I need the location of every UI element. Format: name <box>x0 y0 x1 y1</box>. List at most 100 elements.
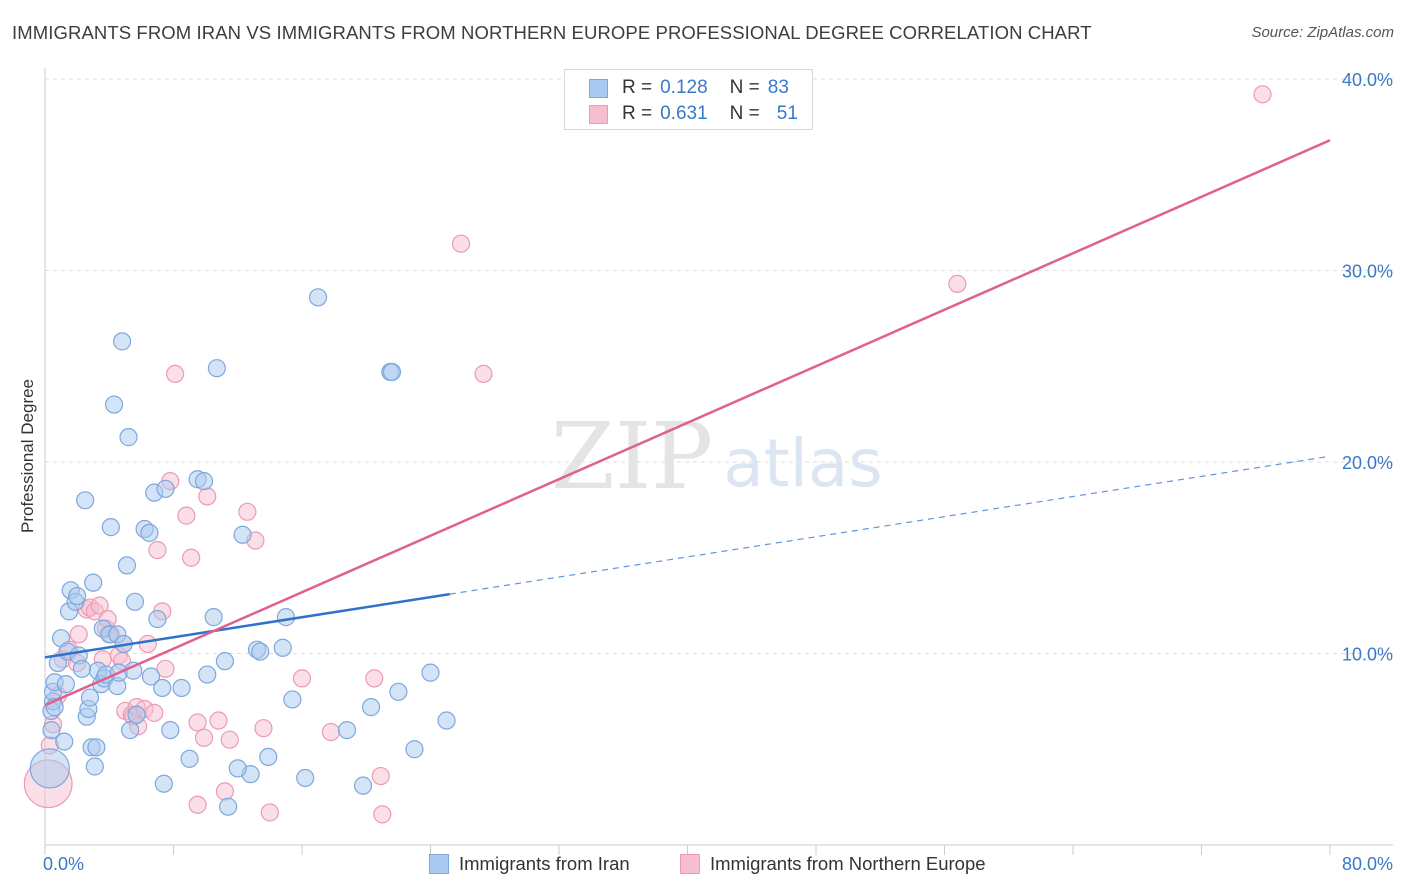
legend-n-label: N = <box>729 77 760 98</box>
point-iran <box>119 428 138 447</box>
point-northern-europe <box>254 719 273 738</box>
trend-line-iran-extrapolated <box>449 455 1331 595</box>
point-northern-europe <box>198 487 217 506</box>
point-northern-europe <box>1253 85 1272 104</box>
point-iran <box>233 525 252 544</box>
legend-swatch-iran <box>589 78 608 98</box>
point-iran <box>85 757 104 776</box>
trend-lines <box>44 139 1331 707</box>
point-iran <box>87 738 106 757</box>
point-iran <box>207 359 226 378</box>
y-tick-label: 30.0% <box>1342 262 1393 282</box>
point-iran <box>361 698 381 717</box>
gridlines <box>45 78 1393 654</box>
point-iran <box>382 362 402 382</box>
point-iran <box>276 608 296 627</box>
point-northern-europe <box>209 711 228 730</box>
legend-n-label: N = <box>729 103 760 124</box>
point-iran <box>29 748 70 789</box>
point-iran <box>84 573 103 592</box>
point-iran <box>140 523 159 542</box>
point-northern-europe <box>138 634 157 654</box>
point-northern-europe <box>948 274 967 294</box>
point-iran <box>76 491 95 510</box>
point-northern-europe <box>90 596 109 615</box>
point-iran <box>219 797 238 816</box>
point-northern-europe <box>148 540 167 560</box>
legend-r-value: 0.631 <box>660 103 708 124</box>
point-northern-europe <box>260 803 279 822</box>
point-iran <box>296 768 315 788</box>
point-northern-europe <box>238 502 257 521</box>
y-tick-label: 10.0% <box>1342 645 1393 665</box>
bottom-legend-iran: Immigrants from Iran <box>429 852 630 876</box>
point-iran <box>283 690 302 709</box>
point-iran <box>55 732 74 751</box>
trend-line-northern-europe <box>44 139 1331 707</box>
legend-n-value: 51 <box>776 103 798 124</box>
point-northern-europe <box>166 364 185 384</box>
bottom-legend-swatch-northern-europe <box>680 854 700 874</box>
point-northern-europe <box>69 625 88 644</box>
point-iran <box>405 740 424 759</box>
point-iran <box>172 678 191 698</box>
watermark-zip: ZIP <box>551 403 713 510</box>
point-iran <box>194 472 214 491</box>
point-iran <box>156 479 175 498</box>
point-iran <box>259 747 278 767</box>
x-tick-label: 0.0% <box>43 854 84 874</box>
point-iran <box>204 608 223 627</box>
legend-row-northern-europe: R = 0.631 N = 51 <box>589 101 798 127</box>
tick-labels: 10.0% 20.0% 30.0% 40.0% 0.0% 80.0% <box>43 70 1393 874</box>
point-iran <box>228 759 247 778</box>
point-northern-europe <box>145 703 164 722</box>
legend-r-label: R = <box>622 103 653 124</box>
point-iran <box>215 652 234 671</box>
point-iran <box>148 609 167 629</box>
point-northern-europe <box>373 805 392 824</box>
point-iran <box>154 774 173 793</box>
point-iran <box>127 705 146 724</box>
legend-swatch-northern-europe <box>589 104 608 124</box>
watermark-atlas: atlas <box>723 425 883 502</box>
watermark: ZIP atlas <box>551 403 883 510</box>
y-tick-label: 20.0% <box>1342 453 1393 473</box>
point-iran <box>273 638 292 657</box>
trend-line-iran <box>44 592 450 659</box>
bottom-legend-label-northern-europe: Immigrants from Northern Europe <box>710 853 986 874</box>
point-northern-europe <box>215 782 234 801</box>
point-northern-europe <box>188 713 207 732</box>
point-northern-europe <box>182 548 201 567</box>
bottom-legend-swatch-iran <box>429 854 449 874</box>
legend-r-label: R = <box>622 77 653 98</box>
point-northern-europe <box>292 669 312 688</box>
point-northern-europe <box>194 728 214 747</box>
point-northern-europe <box>365 669 384 688</box>
point-iran <box>72 659 92 678</box>
source-credit: Source: ZipAtlas.com <box>1251 24 1394 41</box>
point-iran <box>121 720 140 740</box>
y-tick-label: 40.0% <box>1342 70 1393 90</box>
point-northern-europe <box>451 234 471 253</box>
point-northern-europe <box>321 722 341 742</box>
point-northern-europe <box>188 795 207 814</box>
point-iran <box>42 720 61 740</box>
correlation-legend: R = 0.128 N = 83 R = 0.631 N = 51 <box>564 69 813 130</box>
point-northern-europe <box>220 730 239 749</box>
point-iran <box>153 678 172 698</box>
point-iran <box>141 667 161 686</box>
point-iran <box>389 682 408 701</box>
bottom-legend-northern-europe: Immigrants from Northern Europe <box>680 852 986 876</box>
point-iran <box>421 663 440 682</box>
point-northern-europe <box>177 506 196 525</box>
point-iran <box>80 688 100 707</box>
point-iran <box>161 720 180 740</box>
point-iran <box>437 711 456 730</box>
point-iran <box>251 642 270 661</box>
series-iran-points <box>29 288 456 816</box>
point-iran <box>125 592 145 611</box>
point-iran <box>117 556 137 575</box>
point-iran <box>56 675 75 694</box>
